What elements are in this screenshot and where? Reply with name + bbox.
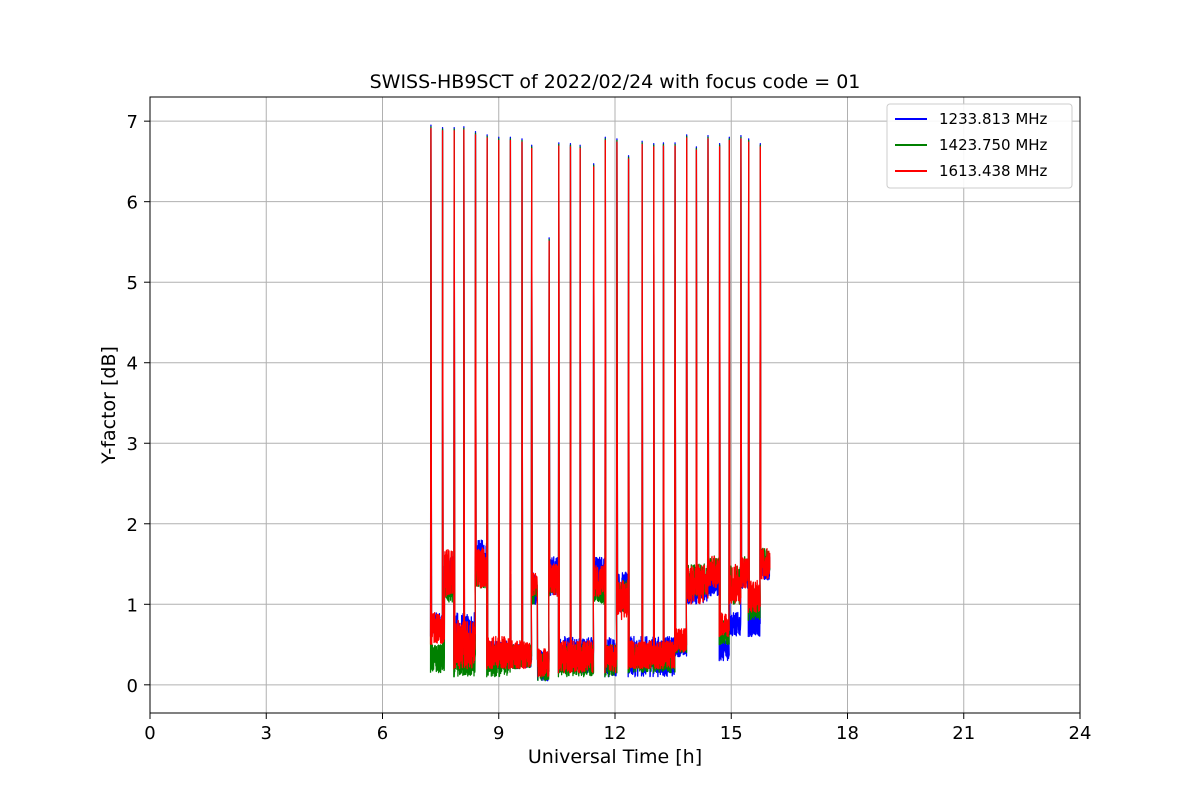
x-tick-label: 24 <box>1069 723 1092 744</box>
x-tick-label: 18 <box>836 723 859 744</box>
series-line-2 <box>429 127 771 678</box>
y-tick-label: 0 <box>127 676 138 697</box>
x-tick-label: 6 <box>377 723 388 744</box>
x-axis-ticks: 0 3 6 9 12 15 18 21 24 <box>144 713 1091 744</box>
plot-data <box>429 124 771 682</box>
legend-box <box>886 103 1073 189</box>
y-axis-ticks: 0 1 2 3 4 5 6 7 <box>127 112 150 697</box>
x-tick-label: 9 <box>493 723 504 744</box>
y-tick-label: 5 <box>127 273 138 294</box>
chart-title: SWISS-HB9SCT of 2022/02/24 with focus co… <box>370 71 861 93</box>
legend-entry-label: 1233.813 MHz <box>939 110 1048 128</box>
x-tick-label: 0 <box>144 723 155 744</box>
x-axis-label: Universal Time [h] <box>528 746 702 768</box>
x-tick-label: 12 <box>604 723 627 744</box>
x-tick-label: 21 <box>952 723 975 744</box>
y-axis-label: Y-factor [dB] <box>98 346 120 465</box>
y-tick-label: 2 <box>127 515 138 536</box>
legend: 1233.813 MHz 1423.750 MHz 1613.438 MHz <box>886 103 1073 189</box>
x-tick-label: 3 <box>261 723 272 744</box>
legend-entry-label: 1423.750 MHz <box>939 136 1048 154</box>
y-tick-label: 1 <box>127 595 138 616</box>
y-tick-label: 4 <box>127 354 138 375</box>
x-tick-label: 15 <box>720 723 743 744</box>
legend-entry-label: 1613.438 MHz <box>939 162 1048 180</box>
y-tick-label: 7 <box>127 112 138 133</box>
y-tick-label: 3 <box>127 434 138 455</box>
y-tick-label: 6 <box>127 193 138 214</box>
